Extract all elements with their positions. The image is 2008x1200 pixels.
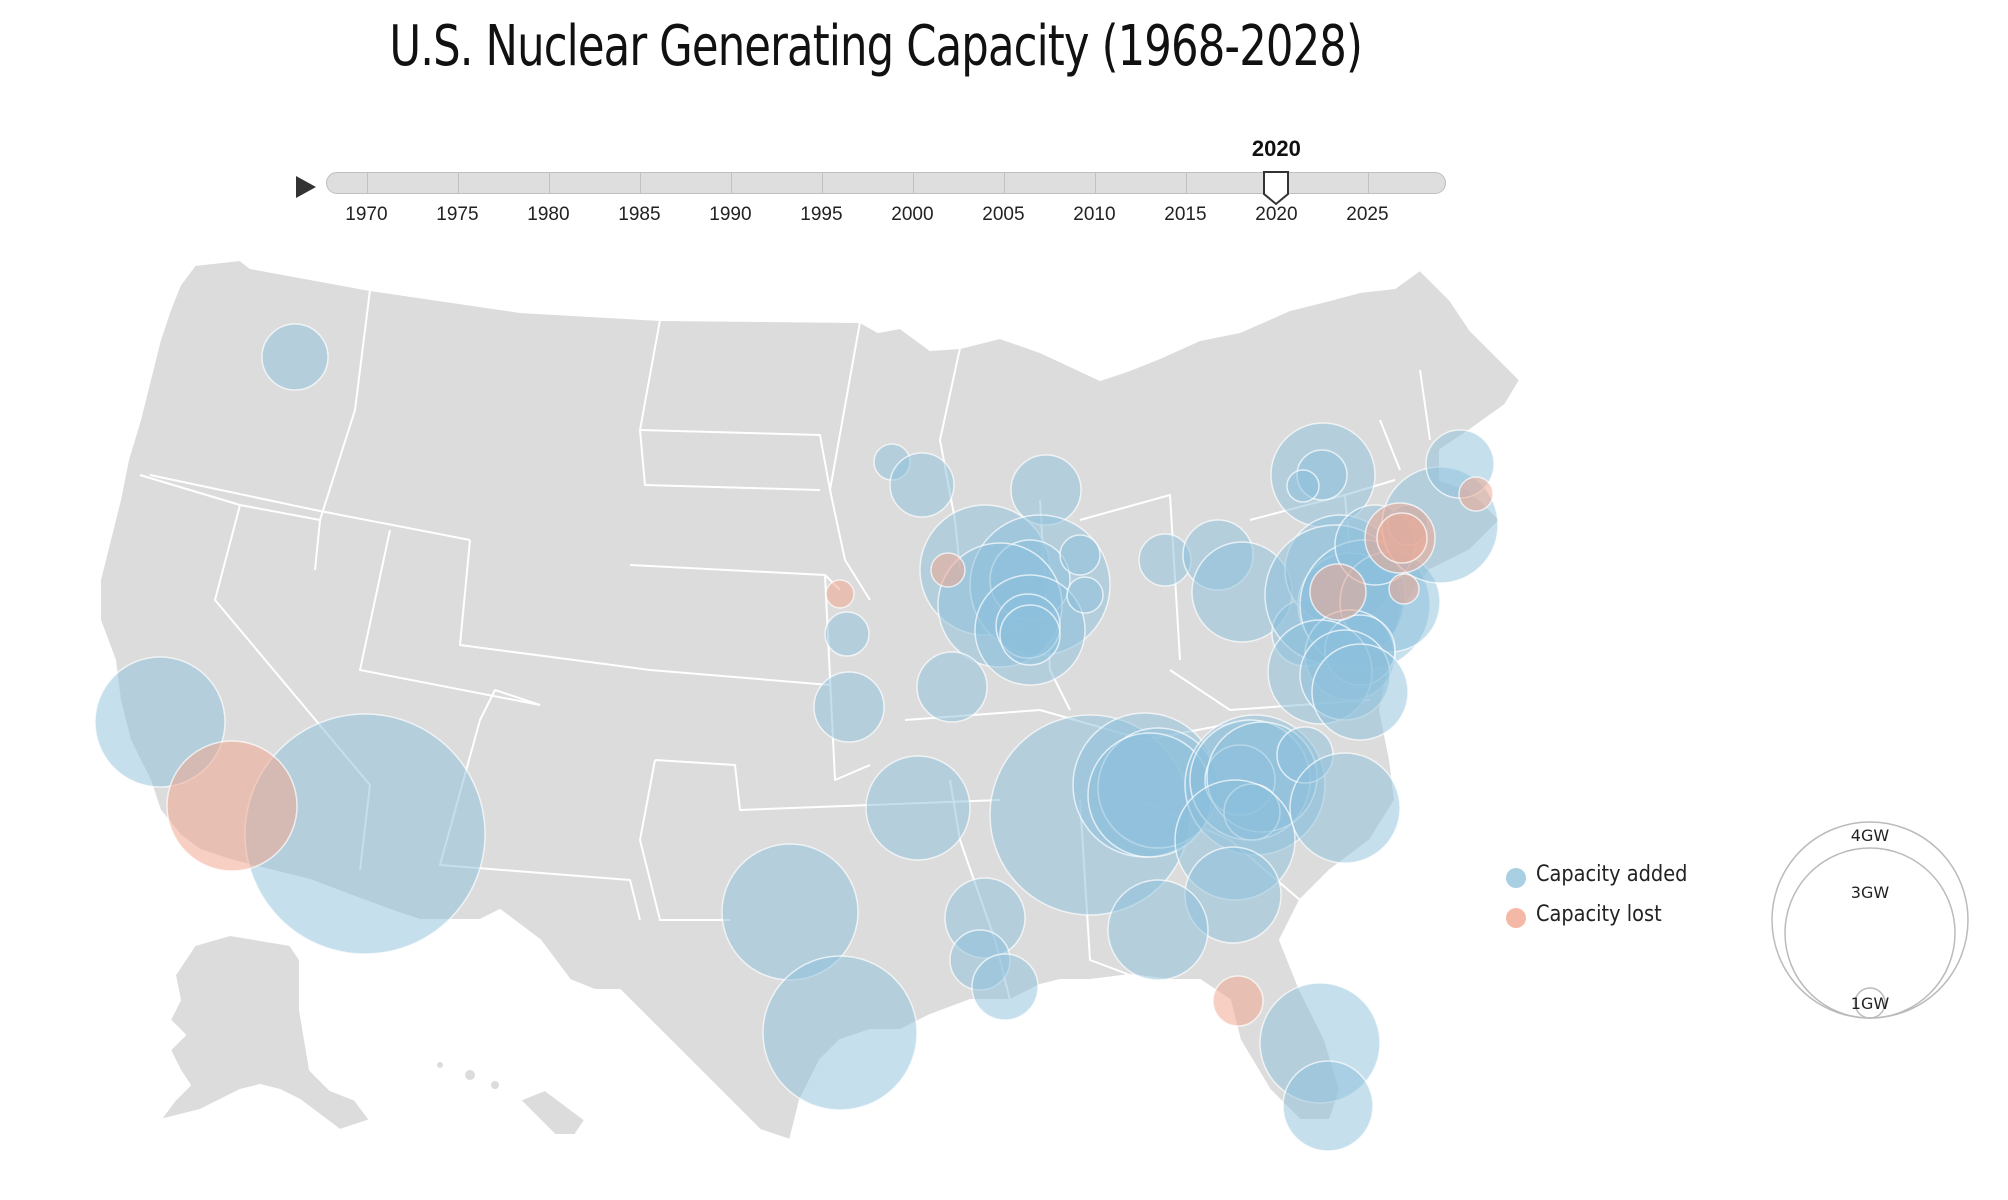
size-circle-1gw [1854, 987, 1886, 1019]
tick-line [549, 173, 551, 193]
hawaii-island [435, 1060, 445, 1070]
capacity-added-bubble [1286, 469, 1320, 503]
size-label-3gw: 3GW [1851, 883, 1890, 902]
tick-line [458, 173, 460, 193]
tick-line [913, 173, 915, 193]
size-circle-3gw [1784, 847, 1956, 1019]
tick-line [1186, 173, 1188, 193]
capacity-added-bubble [261, 323, 329, 391]
capacity-lost-bubble [1309, 563, 1367, 621]
capacity-added-bubble [1107, 879, 1209, 981]
tick-label: 2025 [1346, 204, 1389, 225]
capacity-added-bubble [1066, 576, 1104, 614]
capacity-added-bubble [971, 953, 1039, 1021]
capacity-added-bubble [824, 611, 870, 657]
alaska-shape [159, 934, 371, 1131]
capacity-added-bubble [813, 671, 885, 743]
legend-swatch-added [1506, 868, 1526, 888]
capacity-added-bubble [1010, 454, 1082, 526]
tick-line [1368, 173, 1370, 193]
legend-label-added: Capacity added [1536, 862, 1688, 887]
tick-label: 2015 [1164, 204, 1207, 225]
page-title: U.S. Nuclear Generating Capacity (1968-2… [389, 14, 1363, 79]
us-map [94, 259, 1521, 1152]
capacity-lost-bubble [166, 740, 298, 872]
timeline-slider[interactable]: 2020 1970 1975 1980 1985 1990 1995 2000 2005 201… [280, 130, 1480, 240]
capacity-lost-bubble [825, 579, 855, 609]
capacity-added-bubble [1289, 752, 1401, 864]
slider-track[interactable] [326, 172, 1446, 194]
tick-label: 1995 [800, 204, 843, 225]
tick-label: 1990 [709, 204, 752, 225]
capacity-added-bubble [889, 452, 955, 518]
legend-label-lost: Capacity lost [1536, 902, 1662, 927]
hawaii-island [463, 1068, 477, 1082]
capacity-added-bubble [1059, 534, 1101, 576]
size-label-4gw: 4GW [1851, 826, 1890, 845]
capacity-added-bubble [999, 604, 1061, 666]
hawaii-shape [519, 1089, 586, 1136]
slider-handle[interactable] [1262, 170, 1290, 206]
capacity-added-bubble [1282, 1060, 1374, 1152]
current-year-label: 2020 [1251, 136, 1301, 161]
tick-label: 2020 [1255, 204, 1298, 225]
capacity-added-bubble [762, 955, 918, 1111]
tick-line [640, 173, 642, 193]
tick-line [822, 173, 824, 193]
capacity-lost-bubble [1376, 512, 1428, 564]
tick-label: 2010 [1073, 204, 1116, 225]
tick-label: 2000 [891, 204, 934, 225]
capacity-added-bubble [1311, 643, 1409, 741]
tick-line [1004, 173, 1006, 193]
capacity-added-bubble [916, 651, 988, 723]
hawaii-island [489, 1079, 501, 1091]
capacity-lost-bubble [1388, 573, 1420, 605]
size-label-1gw: 1GW [1851, 994, 1890, 1013]
capacity-bubbles [94, 323, 1499, 1152]
tick-label: 2005 [982, 204, 1025, 225]
size-legend: 4GW 3GW 1GW [1771, 821, 1969, 1019]
tick-line [1095, 173, 1097, 193]
capacity-lost-bubble [1212, 975, 1264, 1027]
capacity-lost-bubble [1458, 476, 1494, 512]
capacity-added-bubble [865, 755, 971, 861]
tick-label: 1975 [436, 204, 479, 225]
capacity-lost-bubble [930, 552, 966, 588]
legend-swatch-lost [1506, 908, 1526, 928]
tick-label: 1980 [527, 204, 570, 225]
tick-line [367, 173, 369, 193]
tick-label: 1985 [618, 204, 661, 225]
play-icon[interactable] [294, 174, 318, 200]
tick-line [731, 173, 733, 193]
tick-label: 1970 [345, 204, 388, 225]
